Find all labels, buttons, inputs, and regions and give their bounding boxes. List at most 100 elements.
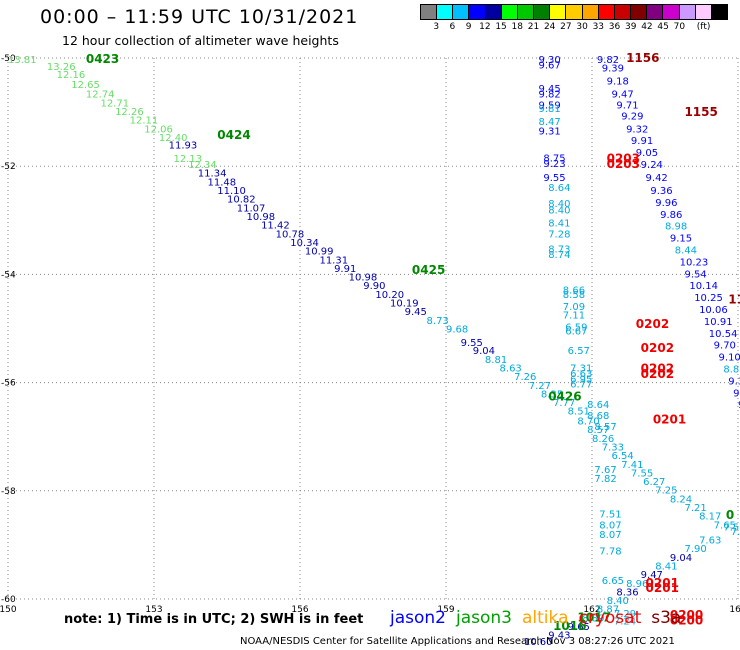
data-label: 6.67 [565, 327, 587, 338]
data-label: 9.86 [660, 210, 682, 221]
data-label: 10.60 [524, 637, 553, 648]
legend-swatch [566, 5, 583, 19]
legend-label: 21 [527, 22, 540, 32]
data-label: 9.9 [738, 400, 740, 411]
data-label: 1154 [728, 292, 740, 306]
data-label: 9.45 [405, 307, 427, 318]
data-label: 8.40 [548, 205, 570, 216]
x-tick-label: 162 [583, 605, 600, 615]
y-tick-label: -54 [1, 270, 16, 280]
data-label: 8.74 [548, 250, 570, 261]
legend-swatch [631, 5, 648, 19]
data-label: 9.31 [538, 126, 560, 137]
legend-label: 42 [641, 22, 653, 32]
data-label: 8.81 [485, 355, 507, 366]
data-label: 10.54 [709, 329, 738, 340]
data-label: 13.26 [47, 62, 76, 73]
data-label: 12.71 [100, 98, 129, 109]
data-label: 10.14 [689, 281, 718, 292]
legend-label: 3 [433, 22, 440, 32]
data-label: 12.74 [86, 90, 115, 101]
data-label: 0426 [548, 390, 581, 404]
data-label: 7.82 [594, 474, 616, 485]
data-label: 0423 [86, 52, 119, 66]
data-label: 11.93 [169, 141, 198, 152]
data-label: 9.47 [641, 570, 663, 581]
legend-swatch [485, 5, 502, 19]
data-label: 8.44 [675, 246, 697, 257]
data-label: 12.40 [159, 133, 188, 144]
satellite-jason3: jason3 [456, 608, 512, 628]
data-label: 8.36 [616, 587, 638, 598]
data-label: 9.04 [473, 346, 495, 357]
data-label: 0203 [607, 157, 640, 171]
data-label: 10.78 [276, 229, 305, 240]
data-label: 9.43 [548, 631, 570, 642]
data-label: 9.30 [538, 55, 560, 66]
data-label: 10.98 [349, 273, 378, 284]
data-label: 12.65 [71, 80, 100, 91]
chart-title: 00:00 – 11:59 UTC 10/31/2021 [40, 6, 359, 28]
data-label: 10.06 [699, 305, 728, 316]
data-label: 9.68 [446, 325, 468, 336]
data-label: 7.33 [602, 442, 624, 453]
data-label: 8.63 [500, 363, 522, 374]
data-label: 11.07 [237, 203, 266, 214]
data-label: 0202 [636, 317, 669, 331]
data-label: 9.05 [636, 148, 658, 159]
data-label: 9.39 [602, 64, 624, 75]
legend-swatch [614, 5, 632, 19]
data-label: 8.98 [665, 222, 687, 233]
y-tick-label: -56 [1, 379, 16, 389]
data-label: 10.91 [704, 317, 733, 328]
data-label: 12.34 [188, 160, 217, 171]
data-label: 8.89 [582, 613, 604, 624]
data-label: 7.31 [570, 363, 592, 374]
data-label: 8.58 [563, 290, 585, 301]
legend-label: 70 [673, 22, 686, 32]
data-label: 9.67 [538, 60, 560, 71]
data-label: 0201 [646, 581, 679, 595]
legend-swatch [421, 5, 438, 19]
data-label: 9.04 [670, 553, 692, 564]
legend-label: 36 [608, 22, 621, 32]
legend-swatch [711, 5, 727, 19]
x-tick-label: 153 [145, 605, 162, 615]
legend-label: (ft) [696, 22, 711, 32]
data-label: 11.34 [198, 169, 227, 180]
data-label: 0202 [641, 341, 674, 355]
data-label: 8.83 [723, 365, 740, 376]
data-label: 0201 [653, 412, 686, 426]
legend-swatch [598, 5, 615, 19]
data-label: 7.90 [684, 544, 706, 555]
data-label: 0425 [412, 263, 445, 277]
data-label: 7.55 [723, 523, 740, 534]
data-label: 0200 [670, 608, 703, 622]
data-label: 10.82 [227, 195, 256, 206]
y-tick-label: -60 [1, 595, 16, 605]
data-label: 8.64 [548, 183, 570, 194]
data-label: 8.64 [587, 400, 609, 411]
data-label: 0202 [641, 362, 674, 376]
data-label: 8.73 [548, 244, 570, 255]
data-label: 1016 [553, 619, 586, 633]
data-label: 7.25 [731, 527, 740, 538]
data-label: 12.13 [173, 154, 202, 165]
data-label: 11.10 [217, 186, 246, 197]
data-label: 8.57 [587, 425, 609, 436]
legend-swatch [437, 5, 454, 19]
data-label: 7.65 [714, 520, 736, 531]
data-label: 8.07 [599, 520, 621, 531]
data-label: 7.78 [599, 546, 621, 557]
legend-label: 15 [495, 22, 507, 32]
data-label: 8.70 [577, 416, 599, 427]
data-label: 7.51 [599, 510, 621, 521]
footer-note: note: 1) Time is in UTC; 2) SWH is in fe… [64, 612, 364, 627]
data-label: 9.82 [597, 55, 619, 66]
x-tick-label: 159 [437, 605, 454, 615]
data-label: 0424 [217, 128, 250, 142]
data-label: 7.55 [631, 468, 653, 479]
data-label: 0200 [670, 614, 703, 628]
data-label: 8.73 [427, 316, 449, 327]
data-label: 7.26 [514, 372, 536, 383]
